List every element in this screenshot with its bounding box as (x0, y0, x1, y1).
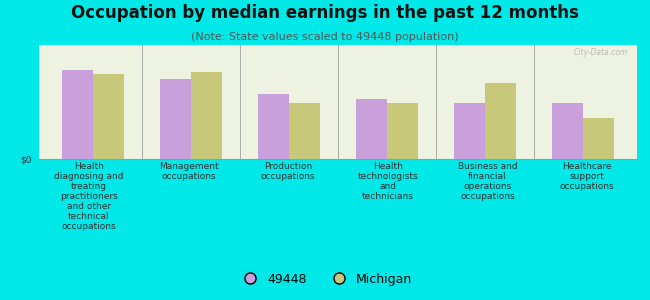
Bar (191, 72, 222, 159)
Text: Health
diagnosing and
treating
practitioners
and other
technical
occupations: Health diagnosing and treating practitio… (54, 162, 124, 231)
Text: Healthcare
support
occupations: Healthcare support occupations (560, 162, 614, 191)
Text: (Note: State values scaled to 49448 population): (Note: State values scaled to 49448 popu… (191, 32, 459, 41)
Bar (62, 70, 93, 159)
Bar (160, 79, 191, 159)
Text: City-Data.com: City-Data.com (574, 48, 628, 57)
Text: Management
occupations: Management occupations (159, 162, 218, 181)
Bar (257, 94, 289, 159)
Text: Business and
financial
operations
occupations: Business and financial operations occupa… (458, 162, 517, 201)
Bar (289, 103, 320, 159)
Legend: 49448, Michigan: 49448, Michigan (233, 268, 417, 291)
Bar (485, 83, 516, 159)
Bar (583, 118, 614, 159)
Text: Health
technologists
and
technicians: Health technologists and technicians (358, 162, 418, 201)
Bar (387, 103, 419, 159)
Bar (552, 103, 583, 159)
Text: Occupation by median earnings in the past 12 months: Occupation by median earnings in the pas… (71, 4, 579, 22)
Bar (356, 99, 387, 159)
Bar (454, 103, 485, 159)
Bar (93, 74, 124, 159)
Text: Production
occupations: Production occupations (261, 162, 315, 181)
